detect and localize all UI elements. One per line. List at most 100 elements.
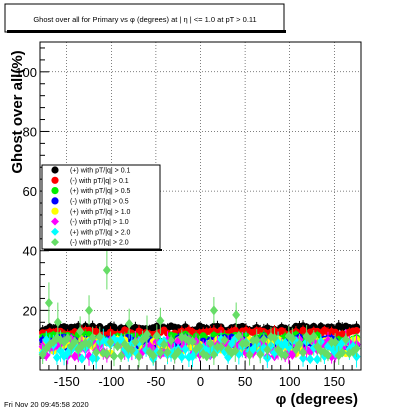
data-point	[284, 342, 293, 353]
data-point	[143, 329, 151, 340]
data-point	[270, 332, 279, 343]
x-tick-label: 150	[323, 374, 345, 389]
data-point	[85, 305, 94, 316]
legend-label: (+) with pT/|q| > 0.5	[70, 188, 131, 195]
data-point	[88, 332, 97, 343]
legend-entry: (+) with pT/|q| > 0.1	[51, 166, 131, 175]
legend-label: (+) with pT/|q| > 0.1	[70, 168, 131, 175]
data-point	[295, 339, 304, 350]
legend-marker	[51, 227, 59, 236]
data-point	[53, 317, 62, 328]
legend-marker	[51, 207, 59, 215]
data-point	[206, 338, 215, 349]
y-axis-label: Ghost over all(%)	[9, 50, 26, 173]
legend-label: (-) with pT/|q| > 2.0	[70, 240, 129, 247]
data-point	[245, 349, 254, 360]
data-point	[76, 326, 85, 337]
legend-marker	[51, 217, 59, 226]
legend-entry: (+) with pT/|q| > 2.0	[51, 227, 131, 236]
x-tick-label: 0	[197, 374, 204, 389]
data-point	[209, 305, 218, 316]
data-point	[156, 347, 165, 358]
data-point	[134, 351, 143, 362]
data-point	[167, 335, 176, 346]
y-tick-label: 60	[23, 184, 37, 199]
chart-title: Ghost over all for Primary vs φ (degrees…	[33, 15, 256, 24]
data-point	[102, 265, 111, 276]
data-point	[44, 297, 53, 308]
y-tick-label: 100	[15, 65, 37, 80]
data-point	[106, 337, 115, 348]
data-point	[232, 309, 241, 320]
timestamp: Fri Nov 20 09:45:58 2020	[4, 400, 89, 409]
data-point	[95, 331, 104, 342]
data-point	[309, 331, 318, 342]
data-point	[252, 334, 261, 345]
data-point	[159, 339, 168, 350]
x-tick-label: 100	[279, 374, 301, 389]
data-point	[77, 353, 86, 364]
data-point	[220, 334, 229, 345]
data-point	[234, 331, 243, 342]
data-point	[352, 326, 361, 335]
data-point	[352, 343, 361, 354]
data-point	[92, 347, 101, 358]
grid	[40, 42, 361, 370]
data-point	[152, 330, 161, 341]
data-point	[163, 347, 172, 358]
data-point	[102, 348, 111, 359]
data-point	[181, 344, 190, 355]
legend-entry: (-) with pT/|q| > 0.1	[51, 176, 129, 185]
y-tick-label: 20	[23, 303, 37, 318]
legend-entry: (-) with pT/|q| > 2.0	[51, 238, 129, 247]
data-point	[299, 353, 308, 364]
legend-marker	[51, 238, 59, 247]
data-point	[259, 334, 268, 345]
data-point	[299, 347, 308, 358]
data-point	[117, 350, 126, 361]
legend-marker	[51, 166, 59, 174]
x-tick-label: -100	[98, 374, 124, 389]
data-point	[338, 347, 347, 358]
y-tick-label: 80	[23, 124, 37, 139]
legend-label: (-) with pT/|q| > 1.0	[70, 219, 129, 226]
data-point	[331, 336, 340, 347]
x-tick-label: -50	[147, 374, 166, 389]
data-point	[110, 351, 119, 362]
x-tick-label: 50	[238, 374, 252, 389]
legend-label: (+) with pT/|q| > 1.0	[70, 209, 131, 216]
data-point	[125, 318, 134, 329]
data-point	[70, 336, 79, 347]
data-point	[113, 341, 122, 352]
legend-marker	[51, 197, 59, 205]
data-point	[131, 336, 140, 347]
data-point	[85, 339, 94, 350]
x-tick-label: -150	[54, 374, 80, 389]
legend-entry: (-) with pT/|q| > 1.0	[51, 217, 129, 226]
series-layer	[38, 250, 361, 369]
legend-entry: (+) with pT/|q| > 1.0	[51, 207, 131, 216]
data-point	[188, 336, 197, 347]
data-point	[209, 349, 218, 360]
series-8	[38, 250, 361, 368]
axis-ticks: -150 -100 -50 0 50 100 150 20 40 60 80 100	[15, 47, 362, 389]
legend-entry: (+) with pT/|q| > 0.5	[51, 187, 131, 195]
legend-entry: (-) with pT/|q| > 0.5	[51, 197, 129, 206]
title-box	[4, 3, 285, 33]
legend: (+) with pT/|q| > 0.1 (-) with pT/|q| > 0…	[41, 164, 162, 251]
data-point	[63, 333, 72, 344]
data-point	[195, 341, 204, 352]
data-point	[341, 334, 350, 345]
legend-box-shadow	[44, 249, 162, 251]
x-axis-label: φ (degrees)	[276, 391, 358, 408]
data-point	[288, 333, 297, 344]
title-box-shadow	[7, 30, 286, 33]
data-point	[52, 352, 61, 363]
data-point	[174, 346, 183, 357]
legend-label: (-) with pT/|q| > 0.5	[70, 199, 129, 206]
data-point	[127, 345, 136, 356]
data-point	[156, 315, 165, 326]
legend-label: (-) with pT/|q| > 0.1	[70, 178, 129, 185]
data-point	[38, 349, 47, 360]
